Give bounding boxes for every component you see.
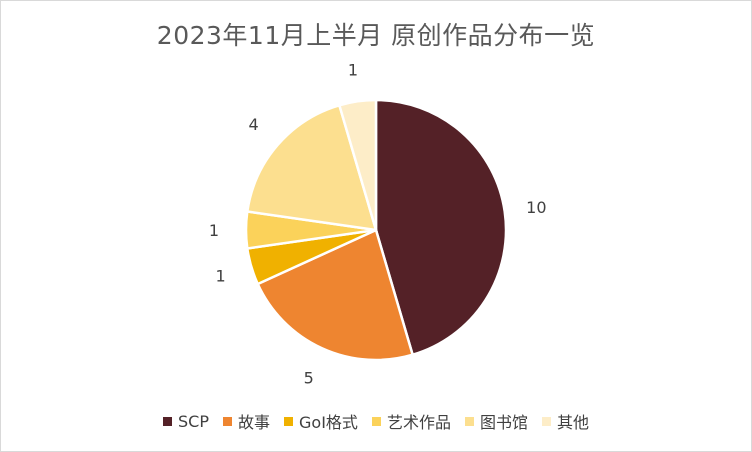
legend-swatch-5 [541, 416, 551, 426]
data-label-3: 1 [209, 221, 219, 240]
legend-label-4: 图书馆 [479, 413, 528, 432]
legend-swatch-2 [284, 416, 294, 426]
data-label-2: 1 [215, 267, 225, 286]
pie-slice-1 [256, 228, 415, 362]
chart-title: 2023年11月上半月 原创作品分布一览 [156, 21, 596, 50]
legend-item-5: 其他 [541, 409, 589, 433]
legend-swatch-0 [163, 416, 173, 426]
pie-slice-5 [337, 98, 378, 231]
legend-item-4: 图书馆 [464, 409, 528, 433]
legend-swatch-1 [223, 416, 232, 426]
data-labels: 10 5 1 1 4 1 [209, 61, 547, 388]
legend-item-3: 艺术作品 [371, 409, 451, 433]
legend-item-1: 故事 [223, 409, 270, 433]
pie-slice-0 [374, 98, 508, 357]
legend-label-3: 艺术作品 [386, 413, 451, 432]
legend-label-2: GoI格式 [299, 413, 358, 432]
legend-label-0: SCP [178, 411, 209, 431]
legend-item-0: SCP [163, 412, 209, 431]
legend-label-5: 其他 [556, 413, 589, 432]
legend-swatch-4 [464, 416, 474, 426]
legend-item-2: GoI格式 [284, 409, 358, 433]
data-label-1: 5 [304, 368, 314, 387]
data-label-0: 10 [526, 198, 546, 217]
pie-slice-4 [245, 103, 378, 232]
legend-swatch-3 [371, 416, 381, 426]
legend: SCP 故事 GoI格式 艺术作品 图书馆 其他 [0, 409, 752, 433]
data-label-4: 4 [248, 115, 258, 134]
data-label-5: 1 [348, 61, 358, 80]
pie-slices [244, 98, 508, 362]
legend-label-1: 故事 [238, 413, 271, 432]
